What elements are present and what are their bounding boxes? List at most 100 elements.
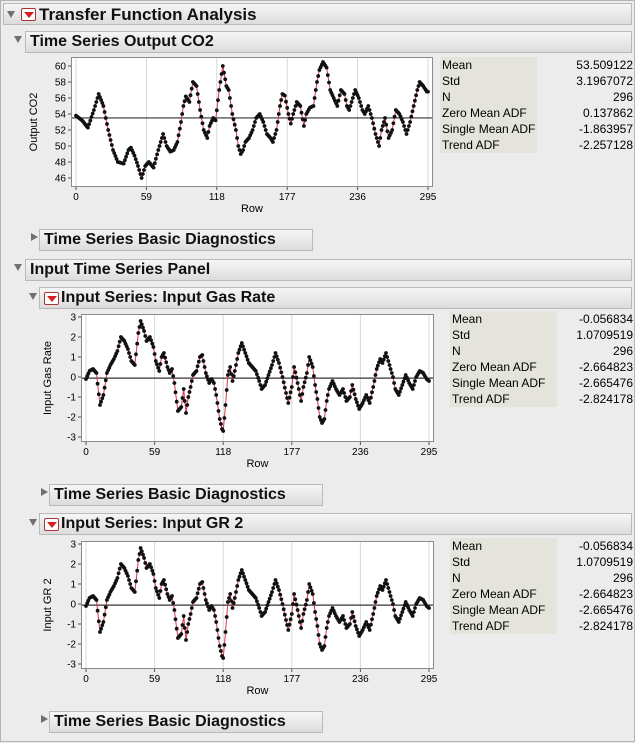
data-point [251, 124, 256, 128]
data-point [196, 586, 201, 591]
input-gas-rate-chart [82, 315, 433, 441]
data-point [234, 590, 238, 594]
disclosure-down-icon[interactable] [29, 519, 37, 526]
red-triangle-menu-icon[interactable] [44, 292, 59, 305]
data-point [156, 592, 160, 597]
data-point [96, 619, 101, 624]
x-tick-label: 118 [215, 674, 231, 685]
data-point [373, 373, 378, 377]
data-point [300, 619, 305, 623]
data-point [136, 164, 140, 168]
data-point [389, 598, 394, 602]
data-point [135, 160, 139, 165]
report-header[interactable]: Transfer Function Analysis [3, 3, 632, 25]
data-point [385, 582, 389, 586]
data-point [367, 108, 372, 112]
data-point [201, 359, 206, 363]
stat-value: -2.665476 [578, 376, 633, 390]
stat-label: Std [450, 327, 557, 343]
diagnostics-title: Time Series Basic Diagnostics [44, 231, 276, 248]
x-tick-label: 295 [420, 192, 437, 203]
red-triangle-menu-icon[interactable] [21, 8, 36, 21]
red-triangle-menu-icon[interactable] [44, 518, 59, 531]
data-point [90, 111, 95, 116]
x-tick-label: 118 [209, 192, 225, 203]
disclosure-down-icon[interactable] [29, 293, 37, 300]
y-tick-label: 0 [70, 600, 76, 611]
data-point [228, 365, 233, 369]
data-point [290, 116, 294, 121]
y-tick-label: 60 [55, 62, 67, 73]
data-point [200, 580, 205, 584]
stat-row: Std 1.0709519 [450, 554, 633, 570]
input-series-2-diagnostics-header[interactable]: Time Series Basic Diagnostics [49, 711, 323, 733]
data-point [152, 579, 157, 583]
data-point [173, 390, 178, 395]
data-point [374, 136, 379, 140]
data-point [99, 399, 103, 404]
data-point [158, 362, 163, 366]
data-point [163, 355, 167, 360]
data-point [155, 362, 159, 367]
data-point [312, 374, 316, 378]
x-axis-label: Row [241, 203, 263, 215]
data-point [121, 161, 126, 166]
data-point [398, 616, 402, 621]
data-point [414, 93, 418, 98]
data-point [376, 140, 380, 144]
disclosure-right-icon[interactable] [41, 715, 48, 723]
output-section-header[interactable]: Time Series Output CO2 [25, 31, 632, 53]
data-point [391, 375, 395, 379]
data-point [94, 371, 99, 375]
data-point [301, 385, 306, 389]
y-tick-label: -1 [67, 393, 76, 404]
input-panel-header[interactable]: Input Time Series Panel [25, 259, 632, 281]
data-point [311, 104, 316, 108]
data-point [148, 562, 152, 566]
data-point [216, 409, 221, 413]
data-point [371, 385, 376, 389]
input-series-1-header[interactable]: Input Series: Input Gas Rate [39, 287, 632, 309]
data-point [201, 586, 206, 590]
disclosure-right-icon[interactable] [41, 488, 48, 496]
input-series-1-diagnostics-header[interactable]: Time Series Basic Diagnostics [49, 484, 323, 506]
disclosure-down-icon[interactable] [14, 36, 22, 43]
data-point [337, 93, 342, 98]
stat-row: Zero Mean ADF -2.664823 [450, 586, 633, 602]
data-point [388, 367, 393, 371]
data-point [295, 608, 300, 612]
y-tick-label: -3 [67, 433, 76, 444]
disclosure-down-icon[interactable] [7, 11, 15, 18]
stat-label: N [450, 343, 557, 359]
data-point [163, 582, 167, 587]
data-point [288, 617, 293, 622]
data-point [141, 325, 145, 330]
data-point [139, 176, 144, 180]
data-point [273, 351, 278, 355]
data-point [243, 578, 248, 582]
data-point [274, 354, 279, 359]
data-point [200, 121, 205, 126]
input-series-2-header[interactable]: Input Series: Input GR 2 [39, 513, 632, 535]
data-point [280, 602, 285, 606]
data-point [231, 374, 236, 378]
data-point [325, 393, 330, 397]
data-point [217, 644, 222, 648]
disclosure-right-icon[interactable] [31, 233, 38, 241]
stat-label: Mean [450, 311, 557, 327]
data-point [341, 614, 345, 618]
output-diagnostics-header[interactable]: Time Series Basic Diagnostics [39, 229, 313, 251]
data-point [186, 395, 191, 399]
data-point [296, 614, 301, 618]
data-point [303, 118, 307, 122]
data-point [236, 578, 241, 582]
data-point [214, 393, 219, 397]
data-point [229, 104, 234, 108]
data-point [416, 84, 421, 88]
data-point [271, 140, 275, 144]
data-point [261, 120, 266, 124]
data-point [125, 151, 130, 156]
stat-row: Trend ADF -2.824178 [450, 391, 633, 407]
data-point [189, 86, 194, 91]
disclosure-down-icon[interactable] [14, 264, 22, 271]
